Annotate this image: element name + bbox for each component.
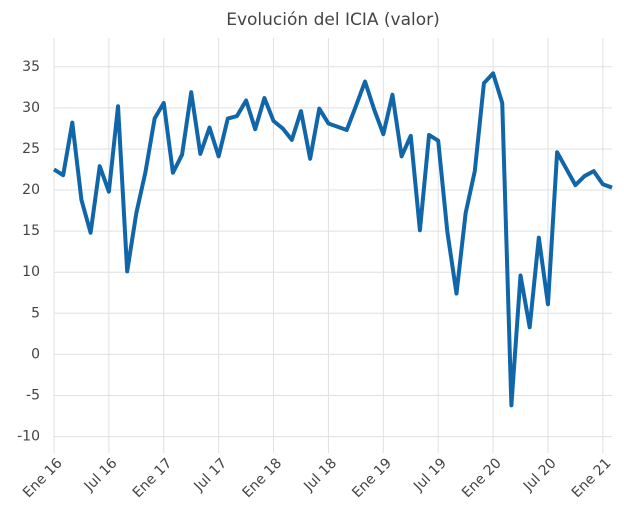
y-tick-label: -5 xyxy=(26,387,40,403)
y-tick-label: 0 xyxy=(31,346,40,362)
y-tick-label: 5 xyxy=(31,305,40,321)
x-tick-label: Jul 19 xyxy=(410,455,450,495)
line-series xyxy=(52,71,613,408)
y-tick-label: 25 xyxy=(22,141,40,157)
y-tick-label: 15 xyxy=(22,223,40,239)
x-tick-label: Jul 16 xyxy=(81,455,121,495)
x-tick-label: Ene 16 xyxy=(20,455,66,501)
y-tick-label: 30 xyxy=(22,100,40,116)
x-tick-label: Jul 18 xyxy=(300,455,340,495)
x-tick-label: Ene 19 xyxy=(349,455,395,501)
y-tick-label: -10 xyxy=(17,429,40,445)
x-tick-label: Jul 20 xyxy=(520,455,560,495)
y-tick-label: 10 xyxy=(22,264,40,280)
x-tick-label: Ene 18 xyxy=(240,455,286,501)
chart-title: Evolución del ICIA (valor) xyxy=(226,10,440,30)
x-tick-label: Ene 17 xyxy=(130,455,176,501)
x-tick-label: Ene 21 xyxy=(569,455,615,501)
y-tick-label: 35 xyxy=(22,59,40,75)
x-tick-label: Ene 20 xyxy=(459,455,505,501)
x-tick-label: Jul 17 xyxy=(191,455,231,495)
y-tick-label: 20 xyxy=(22,182,40,198)
